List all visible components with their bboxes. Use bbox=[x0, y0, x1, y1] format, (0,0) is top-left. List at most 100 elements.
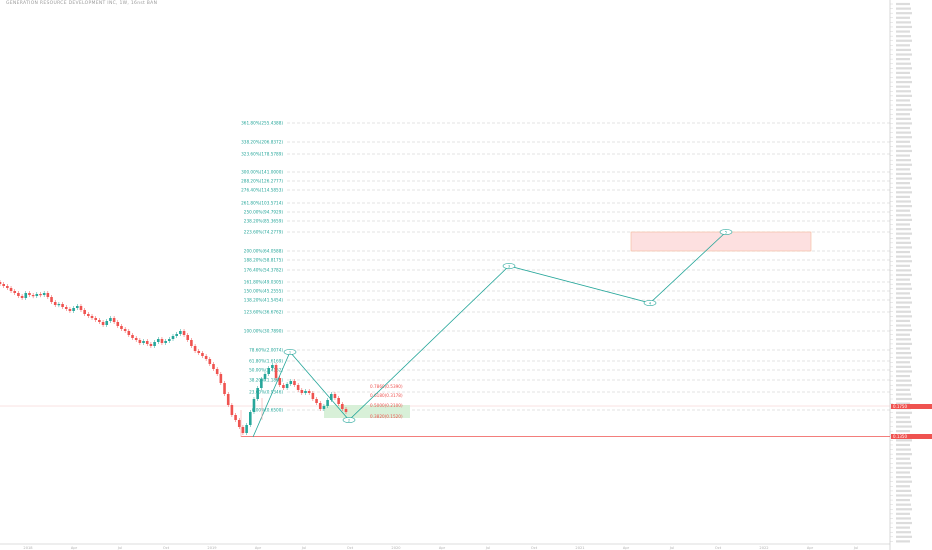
candle bbox=[79, 306, 83, 310]
fib-level-label: 238.20%(85.3659) bbox=[244, 219, 284, 224]
candle bbox=[138, 340, 142, 343]
price-axis-tick-label bbox=[896, 172, 911, 176]
candle bbox=[322, 406, 326, 409]
retrace-label: 0.7860(0.5390) bbox=[370, 384, 403, 389]
price-axis-tick-label bbox=[896, 416, 910, 419]
time-axis-tick-label: Apr bbox=[255, 546, 262, 550]
wave-point-marker[interactable] bbox=[643, 300, 657, 306]
price-axis-tick-label bbox=[896, 494, 912, 497]
price-axis-tick-label bbox=[896, 273, 912, 277]
candle bbox=[318, 403, 322, 409]
candle bbox=[101, 322, 105, 325]
wave-point-marker[interactable] bbox=[342, 417, 356, 423]
candle bbox=[31, 295, 35, 297]
price-axis-tick-label bbox=[896, 351, 911, 355]
time-axis-tick-label: Oct bbox=[163, 546, 170, 550]
time-axis-tick-label: Apr bbox=[623, 546, 630, 550]
price-axis-tick-label bbox=[896, 200, 911, 203]
price-axis-tick-label bbox=[896, 508, 912, 511]
price-axis-tick-label bbox=[896, 154, 910, 157]
price-axis-tick-label bbox=[896, 301, 912, 304]
price-axis-tick-label bbox=[896, 329, 912, 332]
candle bbox=[212, 364, 215, 369]
candle bbox=[131, 335, 134, 338]
price-axis-tick-label bbox=[896, 333, 910, 336]
price-axis-tick-label bbox=[896, 480, 912, 483]
price-axis-tick-label bbox=[896, 379, 911, 382]
candle bbox=[90, 316, 94, 318]
fib-level-label: 288.20%(126.2777) bbox=[241, 179, 283, 184]
candle bbox=[315, 399, 318, 403]
price-axis-tick-label bbox=[896, 35, 911, 38]
candle bbox=[300, 390, 304, 393]
candle bbox=[46, 293, 50, 297]
candle bbox=[304, 391, 307, 393]
candle bbox=[245, 425, 248, 433]
price-axis-tick-label bbox=[896, 420, 911, 424]
price-axis-tick-label bbox=[896, 443, 910, 447]
time-axis-tick-label: Apr bbox=[807, 546, 814, 550]
price-axis-tick-label bbox=[896, 191, 912, 194]
price-axis-tick-label bbox=[896, 103, 911, 107]
price-axis-tick-label bbox=[896, 315, 912, 318]
candle bbox=[226, 394, 230, 405]
price-axis-tick-label bbox=[896, 62, 911, 65]
price-axis-tick-label bbox=[896, 255, 911, 258]
fib-level-label: 161.80%(49.0305) bbox=[244, 280, 284, 285]
price-axis-tick-label bbox=[896, 136, 912, 139]
price-axis-tick-label bbox=[896, 67, 912, 70]
candle bbox=[98, 320, 101, 322]
price-axis-tick-label bbox=[896, 117, 911, 120]
candle bbox=[234, 415, 237, 420]
candle bbox=[241, 427, 245, 433]
candle bbox=[248, 412, 252, 425]
candle bbox=[28, 293, 31, 295]
wave-point-label: 5 bbox=[725, 230, 727, 234]
fib-level-label: 123.60%(36.6762) bbox=[244, 310, 284, 315]
price-axis-tick-label bbox=[896, 439, 912, 442]
price-axis-tick-label bbox=[896, 94, 912, 97]
price-axis-tick-label bbox=[896, 140, 910, 143]
candle bbox=[179, 331, 182, 334]
candle bbox=[219, 374, 223, 383]
candle bbox=[263, 374, 267, 379]
fib-level-label: 200.00%(64.0588) bbox=[244, 249, 284, 254]
fib-level-label: 188.20%(58.8175) bbox=[244, 258, 284, 263]
wave-point-label: 4 bbox=[649, 301, 652, 305]
price-axis-tick-label bbox=[896, 306, 910, 309]
time-axis-tick-label: 2022 bbox=[759, 546, 768, 550]
price-axis-tick-label bbox=[896, 466, 912, 470]
candle bbox=[260, 379, 263, 388]
price-axis-tick-label bbox=[896, 223, 910, 226]
fib-level-label: 0.00%(0.6500) bbox=[252, 408, 284, 413]
price-axis-tick-label bbox=[896, 292, 910, 295]
candle bbox=[53, 302, 57, 305]
low-price-tag-label: 0.1350 bbox=[893, 434, 907, 439]
price-axis-tick-label bbox=[896, 503, 911, 506]
retrace-label: 0.3820(0.1520) bbox=[370, 414, 403, 419]
wave-point-marker[interactable] bbox=[283, 349, 297, 355]
candle bbox=[271, 365, 274, 368]
price-axis-tick-label bbox=[896, 186, 911, 189]
candle bbox=[307, 391, 311, 393]
wave-point-marker[interactable] bbox=[719, 229, 733, 235]
candle bbox=[64, 307, 68, 309]
price-axis-tick-label bbox=[896, 12, 912, 15]
time-axis-tick-label: 2019 bbox=[207, 546, 217, 550]
fib-level-label: 23.60%(0.9346) bbox=[249, 390, 283, 395]
candle bbox=[252, 399, 256, 412]
fib-level-label: 100.00%(30.7890) bbox=[244, 329, 284, 334]
price-axis-tick-label bbox=[896, 58, 910, 61]
price-axis-tick-label bbox=[896, 25, 912, 29]
wave-point-marker[interactable] bbox=[502, 263, 516, 269]
candle bbox=[20, 296, 24, 298]
price-axis-tick-label bbox=[896, 402, 910, 405]
price-axis-tick-label bbox=[896, 195, 910, 199]
price-axis-tick-label bbox=[896, 108, 912, 111]
candle bbox=[193, 346, 197, 351]
retrace-label: 0.5000(0.2100) bbox=[370, 403, 403, 408]
price-axis-tick-label bbox=[896, 540, 910, 543]
price-axis-tick-label bbox=[896, 2, 910, 6]
candle bbox=[278, 378, 282, 385]
